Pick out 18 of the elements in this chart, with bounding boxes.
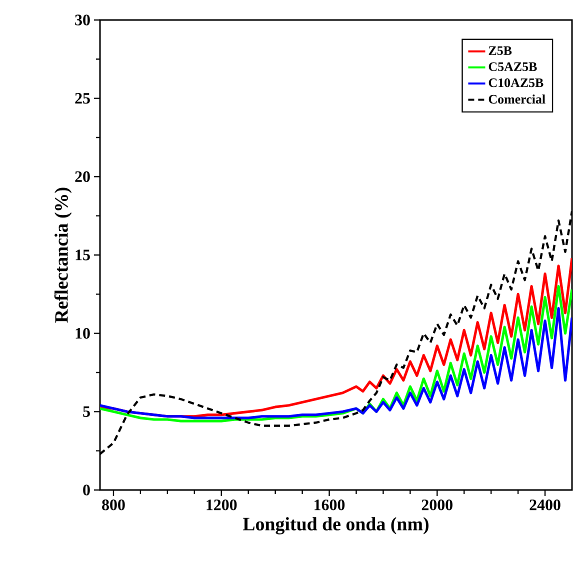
x-tick-label: 2400 [530, 500, 560, 510]
legend-label: C10AZ5B [488, 78, 544, 88]
y-tick-label: 25 [75, 92, 90, 104]
y-axis-title: Reflectancia (%) [54, 188, 72, 323]
y-tick-label: 5 [83, 406, 90, 417]
x-tick-label: 2000 [422, 500, 452, 510]
legend-label: C5AZ5B [488, 62, 537, 72]
y-tick-label: 0 [83, 484, 90, 496]
x-tick-label: 1600 [314, 500, 345, 510]
y-tick-label: 15 [76, 250, 90, 260]
y-tick-label: 10 [76, 328, 90, 339]
legend-label: Z5B [488, 46, 512, 55]
legend-label: Comercial [488, 94, 546, 104]
x-tick-label: 1200 [206, 500, 237, 510]
x-tick-label: 800 [102, 500, 125, 510]
y-tick-label: 30 [75, 14, 90, 26]
x-axis-title: Longitud de onda (nm) [242, 517, 428, 534]
y-tick-label: 20 [75, 171, 90, 182]
